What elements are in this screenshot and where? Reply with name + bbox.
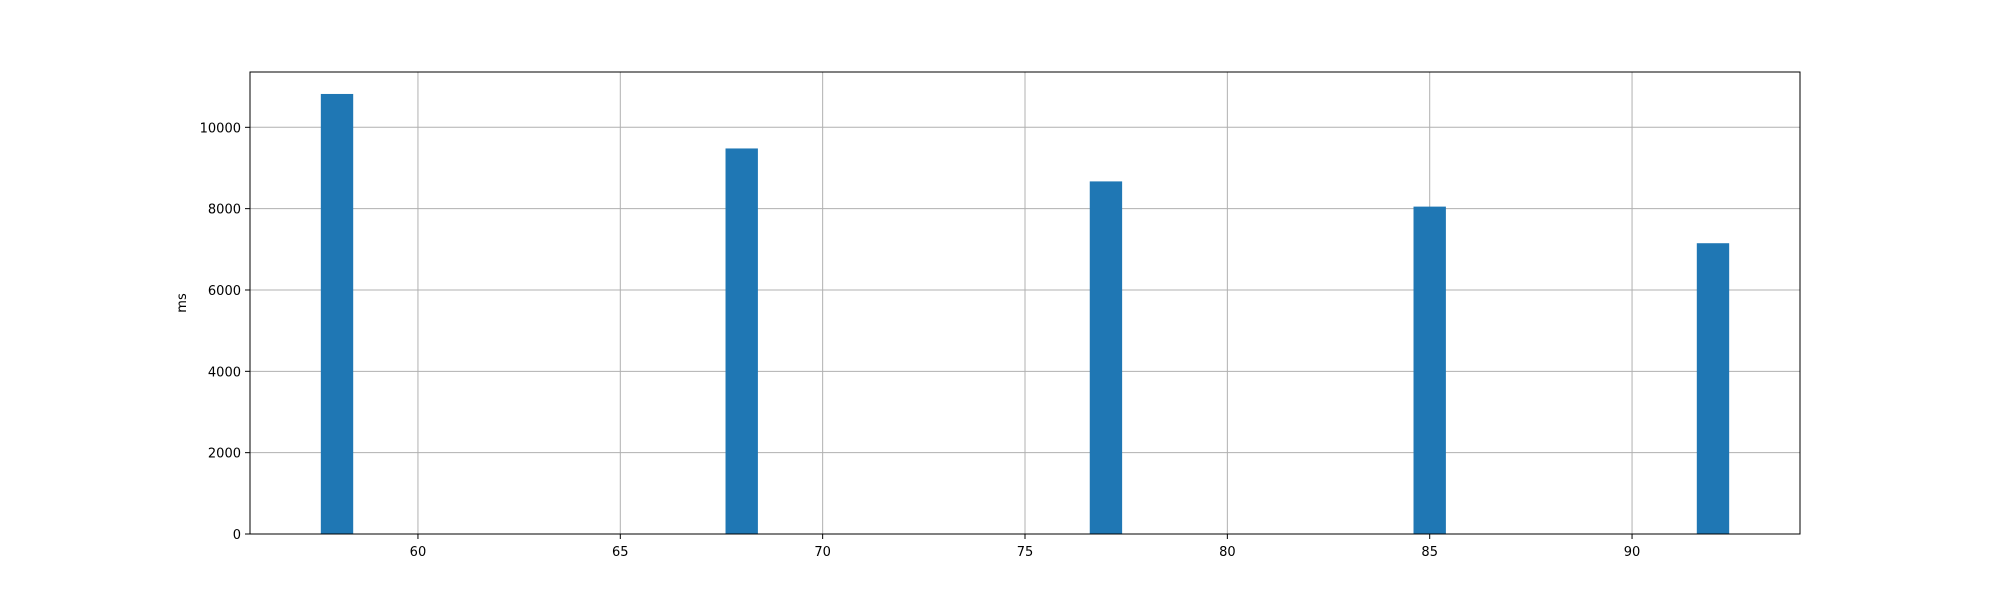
x-tick-label: 60: [410, 545, 427, 560]
x-tick-label: 65: [612, 545, 629, 560]
y-tick-label: 4000: [208, 365, 241, 380]
y-axis-label: ms: [175, 293, 190, 313]
x-tick-label: 85: [1421, 545, 1438, 560]
bar: [1696, 243, 1730, 534]
bars: [320, 93, 1730, 534]
x-tick-label: 70: [814, 545, 831, 560]
x-tick-label: 75: [1017, 545, 1034, 560]
x-tick-label: 90: [1624, 545, 1641, 560]
y-tick-label: 6000: [208, 284, 241, 299]
bar: [320, 93, 354, 534]
y-tick-label: 10000: [200, 121, 241, 136]
y-tick-label: 8000: [208, 203, 241, 218]
x-tick-label: 80: [1219, 545, 1236, 560]
y-tick-label: 0: [233, 528, 241, 543]
bar: [1089, 181, 1123, 534]
y-axis-ticks: 0 2000 4000 6000 8000 10000: [200, 121, 250, 543]
bar: [725, 148, 758, 534]
y-tick-label: 2000: [208, 447, 241, 462]
bar: [1413, 206, 1446, 534]
grid-lines: [250, 72, 1800, 535]
x-axis-ticks: 60 65 70 75 80 85 90: [410, 534, 1641, 560]
